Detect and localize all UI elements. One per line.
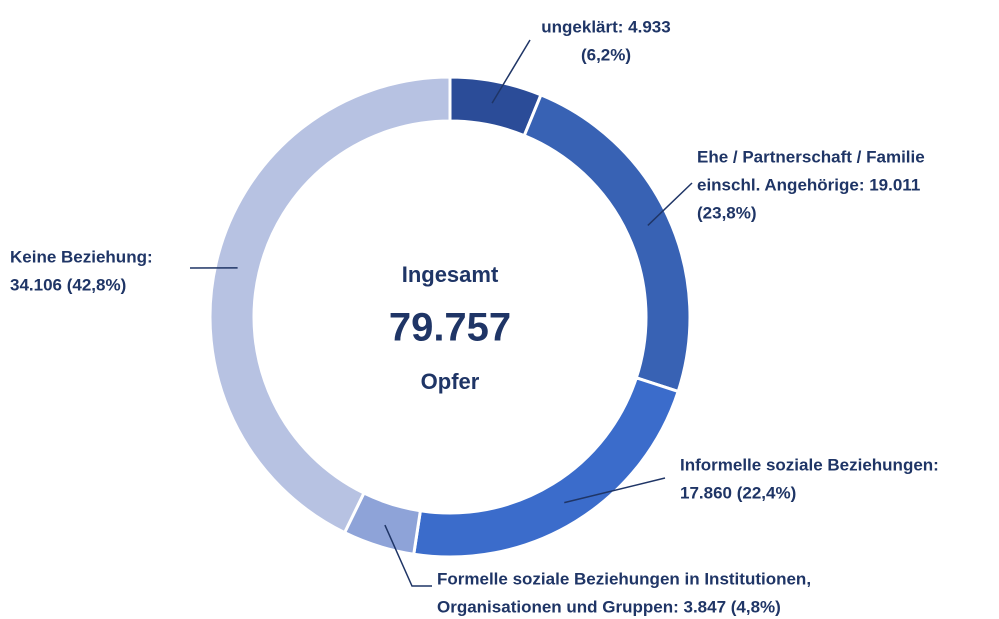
slice-label: Keine Beziehung: (10, 247, 153, 266)
slice-label: ungeklärt: 4.933 (541, 17, 670, 36)
slice-label: einschl. Angehörige: 19.011 (697, 175, 920, 194)
center-top: Ingesamt (402, 262, 499, 287)
slice-label: (6,2%) (581, 45, 631, 64)
slice-label: 17.860 (22,4%) (680, 483, 796, 502)
center-bottom: Opfer (421, 369, 480, 394)
slice-label: Formelle soziale Beziehungen in Institut… (437, 569, 811, 588)
donut-slice (412, 375, 681, 559)
slice-label: Organisationen und Gruppen: 3.847 (4,8%) (437, 597, 781, 616)
slice-label: Ehe / Partnerschaft / Familie (697, 147, 925, 166)
center-total: 79.757 (389, 306, 511, 350)
slice-label: 34.106 (42,8%) (10, 275, 126, 294)
slice-label: Informelle soziale Beziehungen: (680, 455, 939, 474)
donut-slice (208, 75, 452, 535)
slice-label: (23,8%) (697, 203, 757, 222)
leader-line (491, 39, 531, 104)
donut-slice (522, 92, 692, 394)
leader-line (647, 182, 693, 227)
leader-line (564, 477, 666, 504)
leader-line (384, 524, 432, 587)
